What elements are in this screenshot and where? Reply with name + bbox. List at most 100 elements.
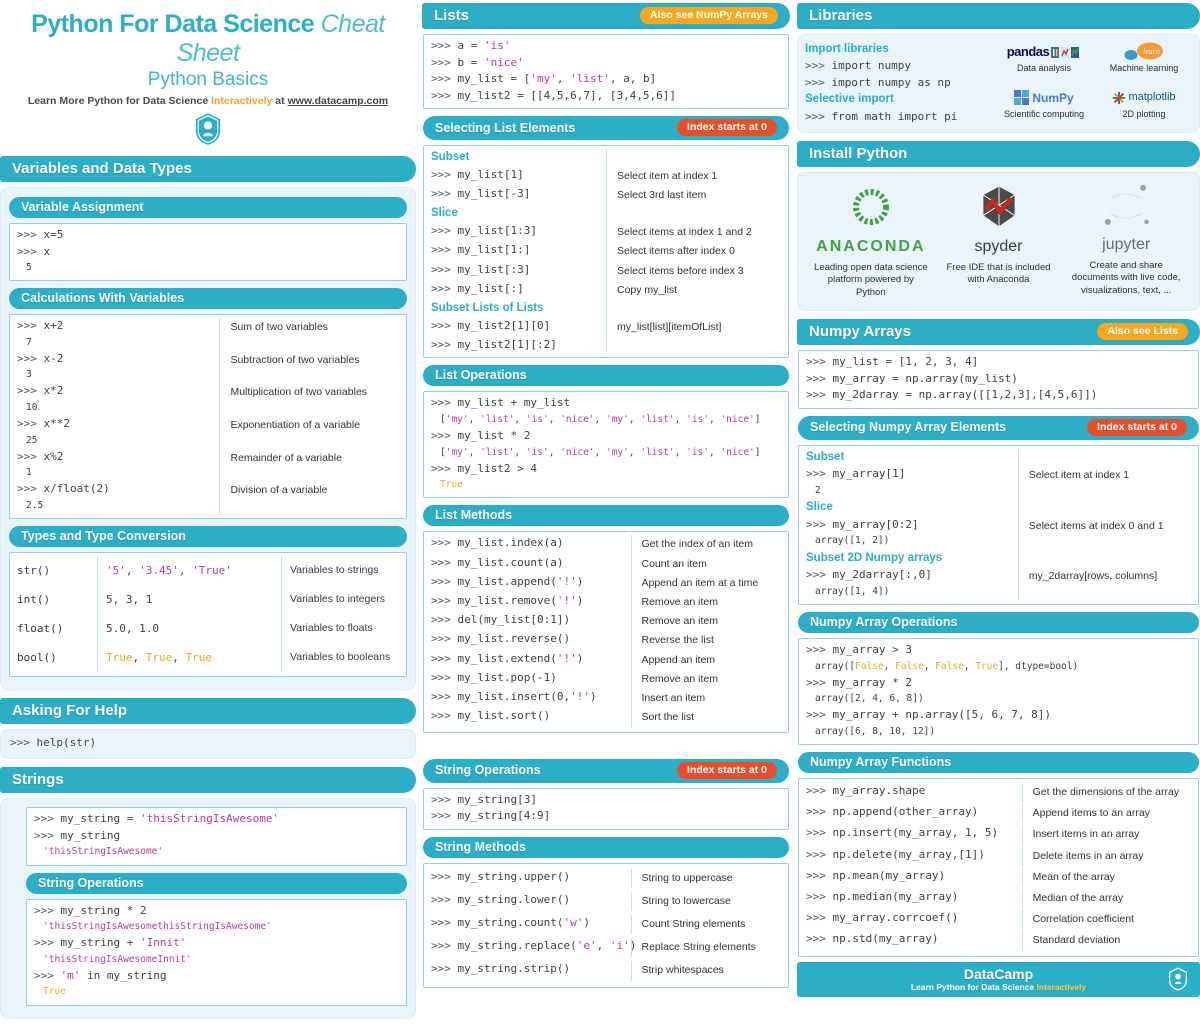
code-line: >>> x-2	[17, 351, 64, 365]
jupyter-name: jupyter	[1102, 236, 1151, 254]
code-line: >>> my_array.shape	[806, 783, 926, 797]
subsection-header-numpy-array-functions: Numpy Array Functions	[798, 751, 1199, 773]
code-line: >>> my_list[1:]	[431, 243, 531, 257]
row-description	[606, 299, 781, 318]
badge-index-starts-at-0: Index starts at 0	[1087, 418, 1187, 436]
code-line: >>> x%2	[17, 449, 64, 463]
code-line: 'thisStringIsAwesomethisStringIsAwesome'	[43, 921, 272, 933]
code-line: >>> my_string[3]	[431, 792, 537, 806]
spyder-logo-icon	[982, 186, 1015, 227]
code-line: 5	[26, 262, 32, 273]
left-column: Python For Data Science Cheat Sheet Pyth…	[0, 0, 416, 1027]
row-description: Select item at index 1	[1017, 466, 1191, 500]
subsection-header-calculations-with-variables: Calculations With Variables	[9, 288, 407, 310]
spyder-name: spyder	[974, 238, 1023, 256]
page-subtitle: Python Basics	[147, 69, 269, 90]
subsection-header-list-methods: List Methods	[423, 505, 789, 527]
pandas-charts-icon	[1051, 46, 1080, 58]
code-line: >>> np.mean(my_array)	[806, 868, 946, 882]
code-line: ['my', 'list', 'is', 'nice', 'my', 'list…	[440, 413, 761, 425]
logo-caption: Scientific computing	[1003, 109, 1085, 119]
code-line: >>> help(str)	[10, 735, 97, 749]
code-line: >>> np.delete(my_array,[1])	[806, 847, 985, 861]
subsection-header-string-operations-mid: String Operations Index starts at 0	[423, 758, 789, 783]
install-python-panel: ANACONDA Leading open data science platf…	[797, 172, 1200, 312]
code-line: >>> np.insert(my_array, 1, 5)	[806, 826, 999, 840]
anaconda-caption: Leading open data science platform power…	[814, 262, 928, 298]
code-line: >>> x**2	[17, 417, 70, 431]
row-description: Variables to integers	[281, 584, 399, 614]
code-line: >>> my_array * 2	[806, 675, 912, 689]
row-description: Exponentiation of a variable	[219, 416, 399, 449]
code-line: >>> my_array + np.array([5, 6, 7, 8])	[806, 708, 1052, 722]
datacamp-shield-icon	[1168, 967, 1188, 996]
code-line: >>> my_list2[1][0]	[431, 318, 551, 332]
numpy-logo: NumPy Scientific computing	[996, 87, 1092, 120]
table-row: Slice	[431, 205, 781, 224]
table-row: >>> my_list.remove('!') Remove an item	[431, 593, 781, 613]
table-row: >>> my_list.reverse() Reverse the list	[431, 631, 781, 651]
code-subheading: Slice	[431, 207, 458, 220]
row-description: Select item at index 1	[606, 166, 781, 187]
code-line: >>> my_array.corrcoef()	[806, 911, 959, 925]
row-description: Multiplication of two variables	[219, 383, 399, 417]
code-line: >>> my_list = [1, 2, 3, 4]	[806, 355, 979, 369]
code-box-string-methods: >>> my_string.upper() String to uppercas…	[423, 862, 789, 988]
code-line: >>> my_list.remove('!')	[431, 594, 584, 608]
code-line: >>> my_list.index(a)	[431, 536, 564, 550]
code-box-numpy-functions: >>> my_array.shape Get the dimensions of…	[798, 777, 1199, 957]
code-box-string-operations-left: >>> my_string * 2 'thisStringIsAwesomethi…	[26, 898, 407, 1006]
row-description: Remainder of a variable	[219, 448, 399, 482]
table-row: bool() True, True, True Variables to boo…	[17, 642, 399, 672]
row-description	[606, 205, 781, 224]
datacamp-link[interactable]: www.datacamp.com	[287, 95, 389, 107]
library-logos: pandas Data analysis learn Machine learn…	[996, 41, 1192, 125]
scikit-learn-logo: learn Machine learning	[1096, 41, 1192, 74]
code-output-line: 7	[26, 336, 32, 348]
code-box-numpy-arrays: >>> my_list = [1, 2, 3, 4] >>> my_array =…	[798, 350, 1199, 409]
jupyter-caption: Create and share documents with live cod…	[1071, 260, 1181, 296]
code-line: array([2, 4, 6, 8])	[815, 693, 924, 705]
table-row: >>> np.insert(my_array, 1, 5) Insert ite…	[806, 824, 1191, 845]
row-description	[1017, 448, 1191, 467]
code-line: >>> my_list.count(a)	[431, 555, 564, 569]
row-description	[606, 149, 781, 167]
middle-column: Lists Also see NumPy Arrays >>> a = 'is'…	[422, 0, 790, 993]
code-box-variable-assignment: >>> x=5 >>> x 5	[9, 223, 407, 282]
table-row: >>> my_array.shape Get the dimensions of…	[806, 782, 1191, 803]
svg-text:learn: learn	[1143, 47, 1160, 56]
spyder-caption: Free IDE that is included with Anaconda	[946, 262, 1051, 286]
tagline-highlight: Interactively	[211, 95, 273, 107]
table-row: Subset Lists of Lists	[431, 299, 781, 318]
code-line: True	[43, 986, 66, 998]
row-description: Sum of two variables	[219, 318, 399, 351]
help-panel: >>> help(str)	[0, 728, 416, 760]
table-row: float() 5.0, 1.0 Variables to floats	[17, 613, 399, 643]
row-description: Append items to an array	[1021, 804, 1191, 824]
table-row: >>> my_list.index(a) Get the index of an…	[431, 535, 781, 555]
code-line: array([False, False, False, True], dtype…	[815, 660, 1079, 672]
code-line: >>> x=5	[17, 228, 64, 241]
numpy-cube-icon	[1014, 90, 1030, 105]
row-description: Division of a variable	[219, 481, 399, 514]
code-output-line: 3	[26, 369, 32, 381]
code-output-line: array([1, 4])	[815, 585, 890, 597]
code-box-list-methods: >>> my_list.index(a) Get the index of an…	[423, 531, 789, 733]
code-line: >>> my_string = 'thisStringIsAwesome'	[34, 812, 280, 826]
code-line: True	[440, 479, 463, 491]
subsection-header-numpy-array-operations: Numpy Array Operations	[798, 612, 1199, 634]
table-row: >>> my_list.insert(0,'!') Insert an item	[431, 689, 781, 709]
table-row: >>> my_2darray[:,0] array([1, 4]) my_2da…	[806, 567, 1191, 601]
row-description: Subtraction of two variables	[219, 350, 399, 384]
type-function: bool()	[17, 650, 57, 664]
subsection-header-types-and-type-conversion: Types and Type Conversion	[9, 525, 407, 547]
row-description: Select items before index 3	[606, 261, 781, 281]
row-description: Copy my_list	[606, 280, 781, 300]
code-subheading: Subset	[431, 151, 470, 163]
code-line: >>> my_list[-3]	[431, 187, 531, 201]
table-row: >>> my_list.sort() Sort the list	[431, 708, 781, 728]
row-description: Select 3rd last item	[606, 186, 781, 206]
table-row: >>> x-2 3 Subtraction of two variables	[17, 350, 399, 384]
code-line: >>> my_list2 > 4	[431, 461, 537, 475]
variables-panel: Variable Assignment >>> x=5 >>> x 5 Calcul…	[0, 187, 416, 690]
